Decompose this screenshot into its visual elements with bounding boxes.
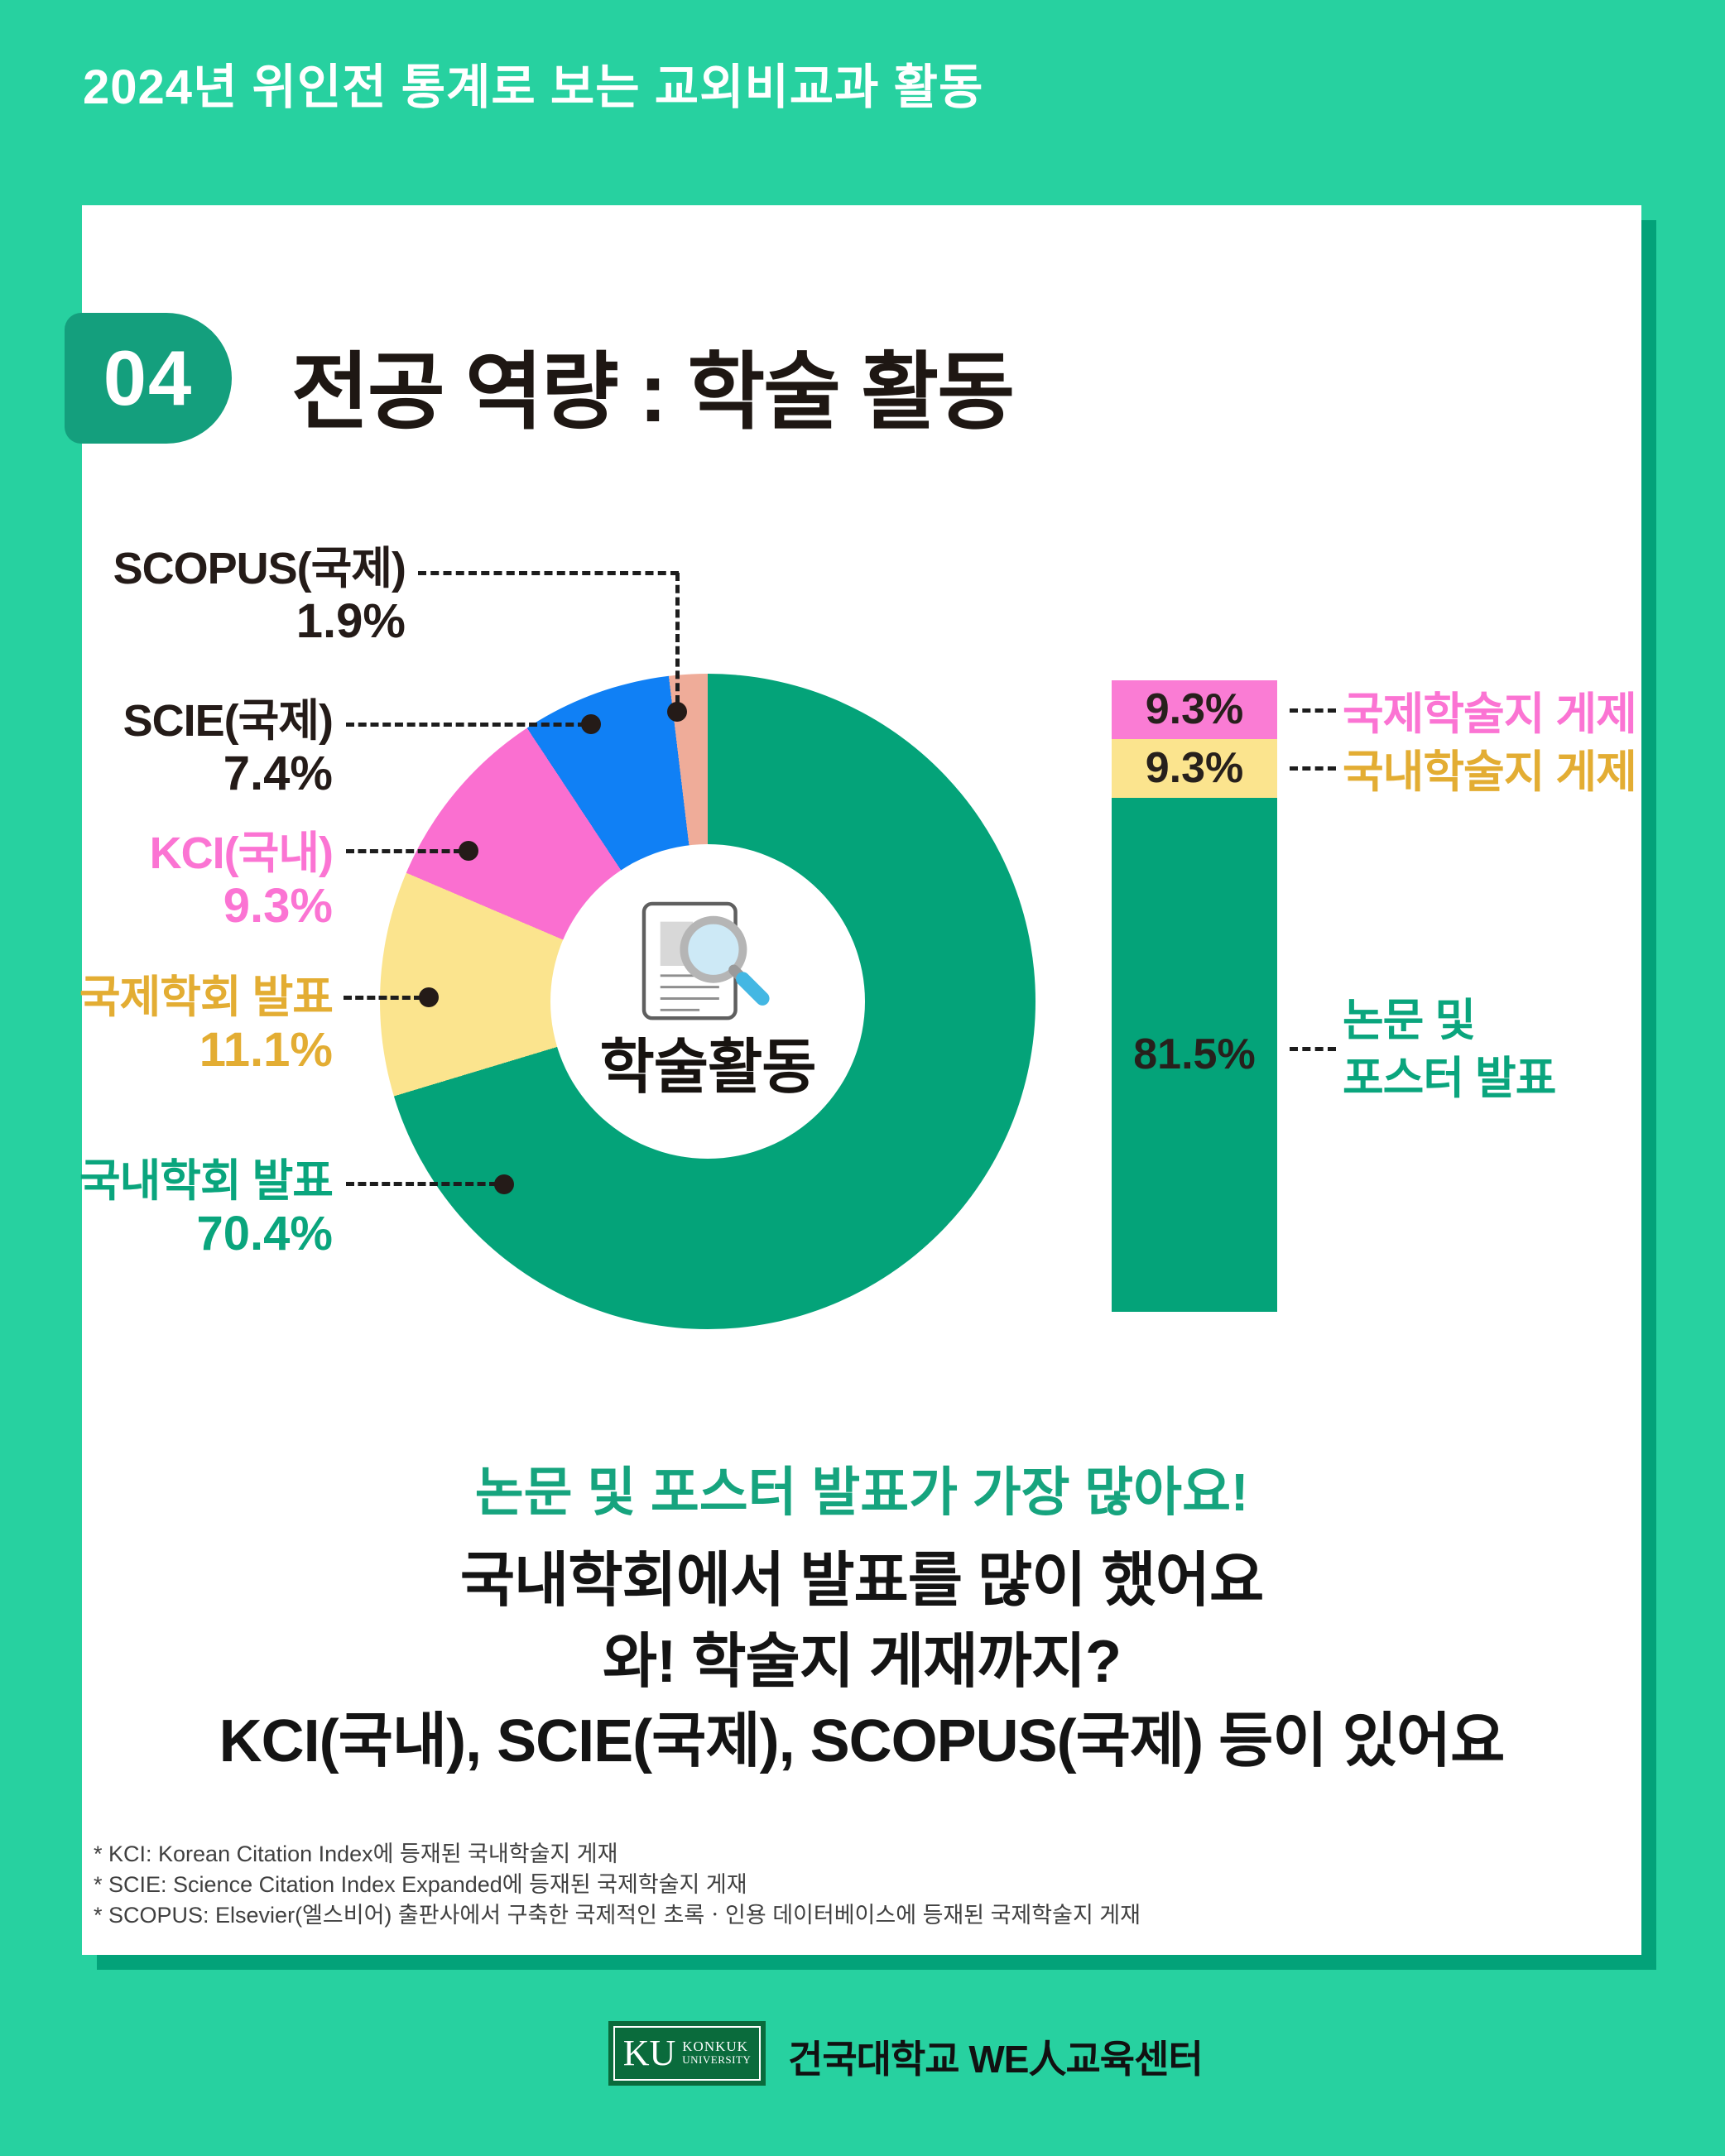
bar-label-paper-poster-line2: 포스터 발표 xyxy=(1343,1054,1556,1103)
leader-line-dom-conf xyxy=(346,1182,497,1186)
bar-segment-dom-journal-pct: 9.3% xyxy=(1145,744,1244,793)
donut-label-dom-conf: 국내학회 발표 70.4% xyxy=(35,1155,334,1261)
footnote-scie: * SCIE: Science Citation Index Expanded에… xyxy=(94,1872,747,1897)
donut-label-kci-pct: 9.3% xyxy=(223,879,333,933)
donut-label-scopus-name: SCOPUS(국제) xyxy=(113,544,406,593)
konkuk-university-logo: KU KONKUK UNIVERSITY xyxy=(608,2021,766,2086)
summary-highlight: 논문 및 포스터 발표가 가장 많아요! xyxy=(474,1462,1249,1522)
leader-dot-scopus xyxy=(667,702,687,722)
leader-line-kci xyxy=(346,849,462,853)
donut-label-kci-name: KCI(국내) xyxy=(149,828,334,878)
footnote-scopus: * SCOPUS: Elsevier(엘스비어) 출판사에서 구축한 국제적인 … xyxy=(94,1903,1141,1928)
leader-line-bar-intl-journal xyxy=(1290,708,1336,713)
section-number: 04 xyxy=(103,334,194,421)
donut-label-kci: KCI(국내) 9.3% xyxy=(35,828,334,934)
donut-label-intl-conf-name: 국제학회 발표 xyxy=(79,972,334,1022)
bar-segment-intl-journal: 9.3% xyxy=(1112,680,1277,739)
footer-org-name: 건국대학교 WE人교육센터 xyxy=(788,2038,1204,2081)
summary-line-3: 와! 학술지 게재까지? xyxy=(603,1629,1122,1695)
section-number-badge: 04 xyxy=(65,313,232,444)
leader-dot-kci xyxy=(459,841,478,861)
bar-label-dom-journal: 국내학술지 게제 xyxy=(1343,747,1637,797)
donut-chart: 학술활동 xyxy=(380,674,1035,1329)
ku-logo-mark: KU xyxy=(622,2033,676,2073)
stacked-bar-chart: 9.3% 9.3% 81.5% xyxy=(1112,680,1277,1312)
donut-center-label: 학술활동 xyxy=(599,1034,817,1101)
leader-dot-scie xyxy=(581,714,601,734)
bar-segment-paper-poster: 81.5% xyxy=(1112,797,1277,1312)
donut-label-scie-name: SCIE(국제) xyxy=(123,696,334,746)
donut-label-dom-conf-pct: 70.4% xyxy=(196,1207,333,1260)
donut-label-scopus-pct: 1.9% xyxy=(296,594,406,648)
leader-line-bar-dom-journal xyxy=(1290,766,1336,771)
leader-line-bar-paper-poster xyxy=(1290,1047,1336,1051)
donut-center: 학술활동 xyxy=(550,844,865,1159)
bar-label-paper-poster: 논문 및 포스터 발표 xyxy=(1343,992,1556,1107)
summary-line-2: 국내학회에서 발표를 많이 했어요 xyxy=(459,1548,1264,1614)
ku-logo-words: KONKUK UNIVERSITY xyxy=(682,2038,752,2067)
page-header-title: 2024년 위인전 통계로 보는 교외비교과 활동 xyxy=(83,60,984,114)
donut-label-dom-conf-name: 국내학회 발표 xyxy=(79,1156,334,1206)
bar-segment-paper-poster-pct: 81.5% xyxy=(1133,1030,1256,1079)
document-magnifier-icon xyxy=(638,899,777,1030)
donut-label-scie-pct: 7.4% xyxy=(223,747,333,800)
ku-logo-word2: UNIVERSITY xyxy=(682,2053,752,2066)
bar-label-paper-poster-line1: 논문 및 xyxy=(1343,996,1476,1045)
bar-label-intl-journal: 국제학술지 게제 xyxy=(1343,689,1637,739)
donut-label-intl-conf: 국제학회 발표 11.1% xyxy=(35,972,334,1078)
footnote-kci: * KCI: Korean Citation Index에 등재된 국내학술지 … xyxy=(94,1841,618,1866)
section-title: 전공 역량 : 학술 활동 xyxy=(291,345,1015,439)
ku-logo-word1: KONKUK xyxy=(682,2038,748,2054)
footnotes: * KCI: Korean Citation Index에 등재된 국내학술지 … xyxy=(94,1839,1141,1931)
summary-line-4: KCI(국내), SCIE(국제), SCOPUS(국제) 등이 있어요 xyxy=(219,1708,1506,1774)
leader-line-scie xyxy=(346,723,586,727)
bar-segment-dom-journal: 9.3% xyxy=(1112,738,1277,798)
leader-line-intl-conf xyxy=(344,996,422,1000)
bar-segment-intl-journal-pct: 9.3% xyxy=(1145,685,1244,734)
leader-line-scopus-h xyxy=(418,571,679,575)
konkuk-university-logo-inner: KU KONKUK UNIVERSITY xyxy=(613,2026,761,2081)
leader-dot-intl-conf xyxy=(419,987,439,1007)
donut-label-scie: SCIE(국제) 7.4% xyxy=(35,695,334,801)
leader-line-scopus-v xyxy=(675,573,680,703)
donut-label-intl-conf-pct: 11.1% xyxy=(199,1023,333,1077)
leader-dot-dom-conf xyxy=(494,1174,514,1194)
donut-label-scopus: SCOPUS(국제) 1.9% xyxy=(108,543,406,649)
